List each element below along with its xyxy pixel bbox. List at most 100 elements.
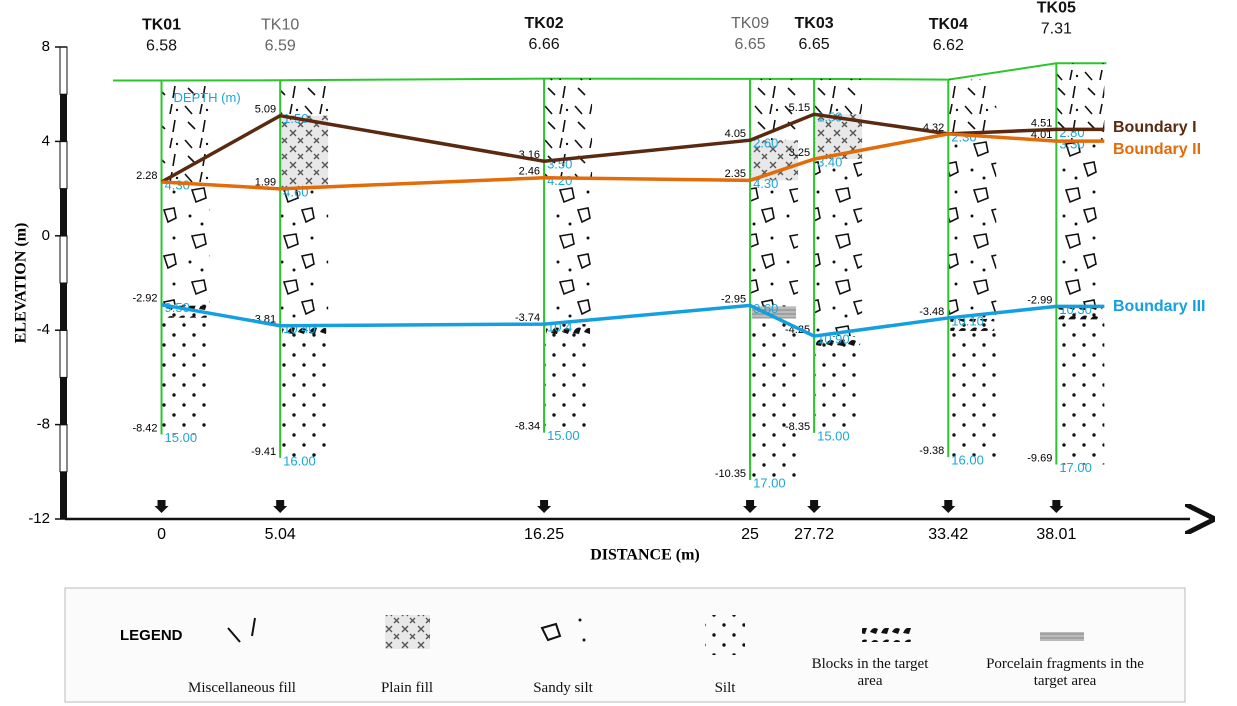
- y-tick-label: -12: [28, 510, 50, 527]
- layer-elevation: 1.99: [255, 177, 276, 189]
- y-tick-label: 8: [42, 38, 50, 55]
- stratum: [750, 180, 799, 306]
- stratum: [814, 78, 863, 115]
- layer-depth: 16.00: [951, 453, 984, 468]
- layer-depth: 4.20: [547, 173, 572, 188]
- borehole: TK036.655.151.503.253.40-4.2510.90-8.351…: [785, 15, 863, 543]
- borehole-elevation: 6.59: [265, 37, 296, 54]
- boundary-line: [161, 132, 1105, 191]
- scale-bar: [59, 46, 68, 95]
- distance-label: 0: [157, 526, 166, 543]
- borehole-name: TK03: [795, 15, 834, 32]
- legend-label: Plain fill: [380, 680, 434, 696]
- layer-depth: 2.60: [753, 136, 778, 151]
- borehole: TK026.663.163.502.464.20-3.7410.4-8.3415…: [515, 15, 593, 543]
- layer-depth: 9.60: [753, 301, 778, 316]
- scale-bar: [59, 329, 68, 378]
- scale-bar: [60, 94, 67, 142]
- borehole-name: TK05: [1037, 0, 1076, 17]
- layer-depth: 4.30: [753, 176, 778, 191]
- boundary-line: [160, 112, 1105, 184]
- borehole-elevation: 6.65: [799, 36, 830, 53]
- y-axis-label: ELEVATION (m): [13, 223, 30, 344]
- stratum: [1056, 306, 1105, 465]
- blocks-band: [282, 326, 327, 339]
- borehole: TK09 6.65 4.05 2.60 2.35 4.30 -2.95 9.60 -10.35 1…: [715, 15, 799, 543]
- legend-icons: [227, 615, 1084, 655]
- stratum: [1056, 129, 1105, 142]
- stratum: [544, 78, 593, 162]
- legend-title: LEGEND: [120, 627, 183, 644]
- stratum: [544, 324, 593, 433]
- layer-depth: 10.40: [283, 321, 316, 336]
- layer-depth: 17.00: [1059, 460, 1092, 475]
- boundary-label: Boundary III: [1113, 298, 1205, 315]
- y-tick-label: 4: [42, 132, 50, 149]
- scale-bar: [60, 283, 67, 331]
- layer-elevation: -10.35: [715, 468, 746, 480]
- x-axis-label: DISTANCE (m): [590, 547, 699, 564]
- layer-elevation: -8.42: [132, 422, 157, 434]
- layer-depth: 17.00: [753, 475, 786, 490]
- stratum: [948, 79, 997, 134]
- distance-label: 16.25: [524, 526, 564, 543]
- borehole-name: TK04: [929, 16, 968, 33]
- distance-label: 38.01: [1036, 526, 1076, 543]
- layer-depth: 15.00: [165, 430, 198, 445]
- stratum: [544, 177, 593, 325]
- layer-elevation: 2.35: [725, 168, 746, 180]
- stratum: [1056, 141, 1105, 307]
- stratum: [280, 188, 329, 326]
- borehole-marker: [743, 500, 758, 513]
- borehole-elevation: 6.65: [734, 36, 765, 53]
- borehole-name: TK09: [731, 15, 769, 32]
- layer-elevation: 2.28: [136, 170, 157, 182]
- stratum: [280, 80, 329, 116]
- stratum: [161, 80, 210, 182]
- stratum: [280, 115, 329, 189]
- layer-depth: 10.30: [1059, 302, 1092, 317]
- distance-label: 27.72: [794, 526, 834, 543]
- layer-elevation: -3.48: [919, 306, 944, 318]
- blocks-band: [950, 318, 995, 331]
- stratum: [948, 317, 997, 458]
- stratum: [544, 161, 593, 178]
- legend-label: Blocks in the target area: [811, 656, 929, 689]
- stratum: [161, 181, 210, 305]
- borehole-elevation: 6.58: [146, 38, 177, 55]
- distance-label: 25: [741, 526, 759, 543]
- stratum: [948, 133, 997, 318]
- boundary-line: [161, 302, 1105, 338]
- stratum: [161, 304, 210, 435]
- y-tick-label: 0: [42, 227, 50, 244]
- y-tick-label: -4: [37, 321, 50, 338]
- layer-elevation: 3.25: [789, 147, 810, 159]
- layer-elevation: 4.05: [725, 128, 746, 140]
- layer-elevation: -9.41: [251, 446, 276, 458]
- borehole: TK106.595.091.501.994.60-3.8110.40-9.411…: [251, 16, 329, 543]
- stratum: [750, 305, 799, 481]
- borehole-name: TK10: [261, 16, 299, 33]
- blocks-band: [1058, 307, 1103, 320]
- boundary-label: Boundary II: [1113, 141, 1201, 158]
- borehole-elevation: 6.66: [529, 36, 560, 53]
- stratum: [814, 159, 863, 337]
- layer-elevation: 4.51: [1031, 117, 1052, 129]
- layer-elevation: -9.38: [919, 445, 944, 457]
- borehole-marker: [941, 500, 956, 513]
- stratum: [814, 336, 863, 433]
- layer-elevation: -3.74: [515, 312, 540, 324]
- blocks-band: [816, 337, 861, 350]
- borehole-elevation: 7.31: [1041, 21, 1072, 38]
- stratum: [1056, 63, 1105, 130]
- borehole-marker: [273, 500, 288, 513]
- layer-elevation: -8.35: [785, 421, 810, 433]
- stratum: [280, 325, 329, 458]
- borehole-marker: [154, 500, 169, 513]
- borehole-marker: [537, 500, 552, 513]
- layer-elevation: -2.95: [721, 293, 746, 305]
- distance-label: 33.42: [928, 526, 968, 543]
- borehole-marker: [1049, 500, 1064, 513]
- layer-elevation: -2.92: [132, 293, 157, 305]
